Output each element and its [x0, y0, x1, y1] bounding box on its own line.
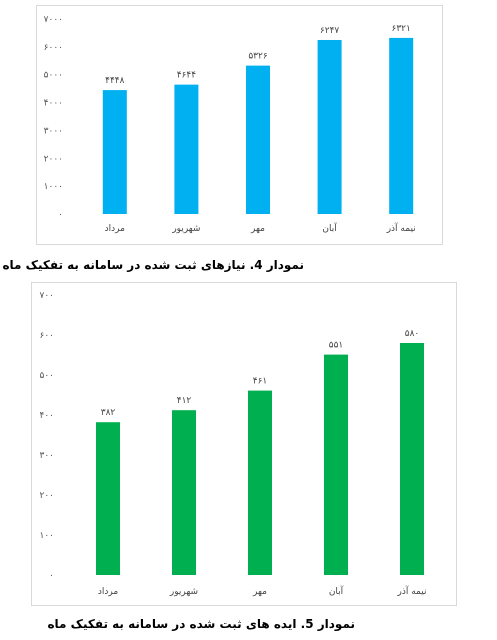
data-label: ۵۵۱ — [329, 341, 344, 351]
y-tick-label: ۱۰۰ — [39, 531, 54, 541]
data-label: ۶۲۴۷ — [320, 26, 340, 36]
y-tick-label: ۷۰۰ — [39, 291, 54, 301]
bar — [102, 90, 127, 214]
y-tick-label: ۷۰۰۰ — [44, 15, 63, 25]
bar — [248, 390, 272, 575]
x-tick-label: شهریور — [169, 587, 198, 597]
y-tick-label: ۶۰۰۰ — [44, 43, 63, 53]
bar — [246, 65, 270, 214]
chart-2-caption: نمودار 5. ایده های ثبت شده در سامانه به … — [47, 617, 355, 631]
y-tick-label: ۵۰۰۰ — [44, 71, 63, 81]
x-tick-label: شهریور — [171, 224, 200, 234]
chart-2-frame: ۰ ۱۰۰ ۲۰۰ ۳۰۰ ۴۰۰ ۵۰۰ ۶۰۰ ۷۰۰ ۳۸۲ مرداد ۴۱۲ شهریور ۴… — [31, 282, 457, 606]
data-label: ۳۸۲ — [101, 408, 116, 418]
bar — [324, 354, 348, 575]
y-tick-label: ۶۰۰ — [39, 331, 54, 341]
y-tick-label: ۵۰۰ — [39, 371, 54, 381]
y-tick-label: ۴۰۰ — [39, 411, 54, 421]
y-tick-label: ۳۰۰ — [39, 451, 54, 461]
x-tick-label: مرداد — [105, 224, 125, 234]
x-tick-label: مهر — [252, 587, 267, 597]
y-tick-label: ۳۰۰۰ — [44, 126, 63, 136]
y-tick-label: ۱۰۰۰ — [44, 182, 63, 192]
chart-1-caption: نمودار 4. نیازهای ثبت شده در سامانه به ت… — [2, 258, 304, 272]
bar — [174, 84, 199, 214]
y-tick-label: ۴۰۰۰ — [44, 99, 63, 109]
data-label: ۵۸۰ — [405, 329, 420, 339]
x-tick-label: مرداد — [98, 587, 118, 597]
data-label: ۴۱۲ — [177, 396, 192, 406]
x-tick-label: نیمه آذر — [397, 585, 427, 597]
data-label: ۶۳۲۱ — [392, 24, 411, 34]
chart-1-svg: ۰ ۱۰۰۰ ۲۰۰۰ ۳۰۰۰ ۴۰۰۰ ۵۰۰۰ ۶۰۰۰ ۷۰۰۰ ۴۴۴۸ مرداد ۴۶… — [44, 15, 416, 234]
bar — [96, 422, 120, 575]
chart-2-svg: ۰ ۱۰۰ ۲۰۰ ۳۰۰ ۴۰۰ ۵۰۰ ۶۰۰ ۷۰۰ ۳۸۲ مرداد ۴۱۲ شهریور ۴… — [39, 291, 427, 597]
y-tick-label: ۲۰۰ — [39, 491, 54, 501]
x-tick-label: آبان — [329, 585, 344, 597]
data-label: ۴۴۴۸ — [105, 76, 125, 86]
data-label: ۴۶۴۴ — [177, 71, 197, 81]
bar — [389, 37, 414, 214]
bar — [400, 343, 424, 575]
data-label: ۴۶۱ — [253, 377, 268, 387]
x-tick-label: مهر — [250, 224, 265, 234]
y-tick-label: ۰ — [49, 571, 54, 581]
bar — [317, 39, 342, 215]
bar — [172, 410, 196, 575]
y-tick-label: ۰ — [58, 210, 63, 220]
chart-1-frame: ۰ ۱۰۰۰ ۲۰۰۰ ۳۰۰۰ ۴۰۰۰ ۵۰۰۰ ۶۰۰۰ ۷۰۰۰ ۴۴۴۸ مرداد ۴۶… — [36, 5, 443, 245]
data-label: ۵۳۲۶ — [248, 52, 268, 62]
x-tick-label: آبان — [322, 222, 337, 234]
y-tick-label: ۲۰۰۰ — [44, 154, 63, 164]
x-tick-label: نیمه آذر — [386, 222, 416, 234]
